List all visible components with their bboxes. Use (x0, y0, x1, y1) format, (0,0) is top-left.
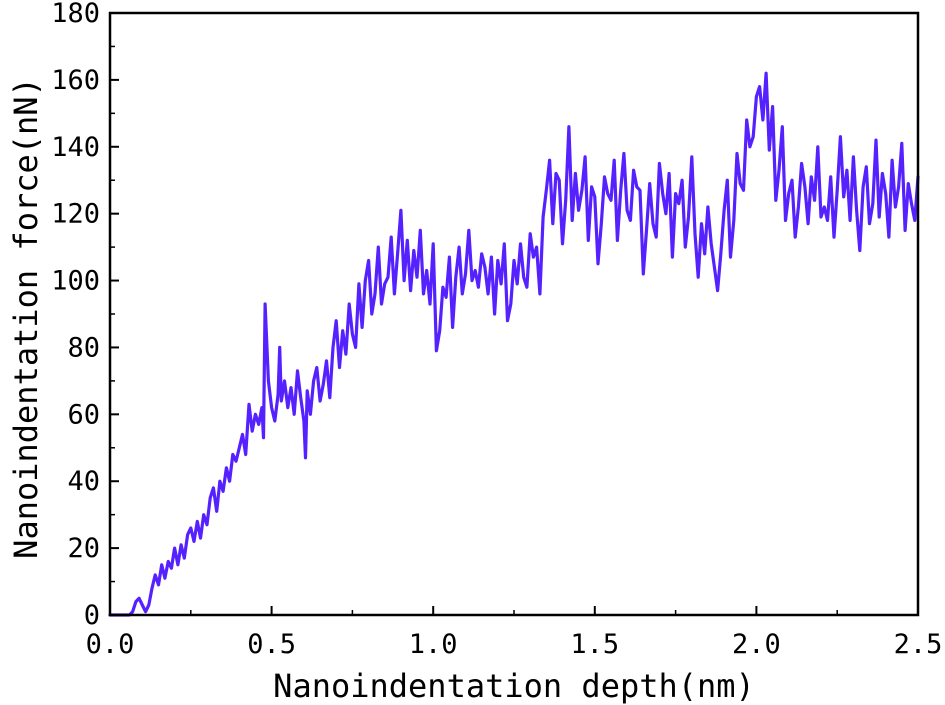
x-tick-label: 1.0 (409, 629, 458, 660)
y-tick-label: 180 (51, 0, 100, 29)
y-tick-label: 160 (51, 65, 100, 96)
y-tick-label: 20 (67, 533, 100, 564)
y-tick-label: 40 (67, 466, 100, 497)
y-axis-title: Nanoindentation force(nN) (7, 77, 45, 559)
x-tick-label: 2.0 (732, 629, 781, 660)
y-tick-label: 100 (51, 266, 100, 297)
y-tick-label: 140 (51, 132, 100, 163)
x-tick-label: 1.5 (570, 629, 619, 660)
x-tick-label: 2.5 (894, 629, 943, 660)
y-tick-label: 80 (67, 332, 100, 363)
x-tick-label: 0.0 (86, 629, 135, 660)
x-tick-label: 0.5 (247, 629, 296, 660)
plot-frame (108, 11, 920, 617)
y-tick-label: 120 (51, 199, 100, 230)
force-depth-line (108, 71, 920, 617)
y-tick-label: 0 (84, 600, 100, 631)
y-tick-label: 60 (67, 399, 100, 430)
axis-tick-labels: 0.0 0.5 1.0 1.5 2.0 2.5 0 20 40 60 80 100 120 140 160 1… (51, 0, 942, 660)
x-axis-title: Nanoindentation depth(nm) (273, 667, 755, 705)
axis-ticks (109, 12, 919, 616)
